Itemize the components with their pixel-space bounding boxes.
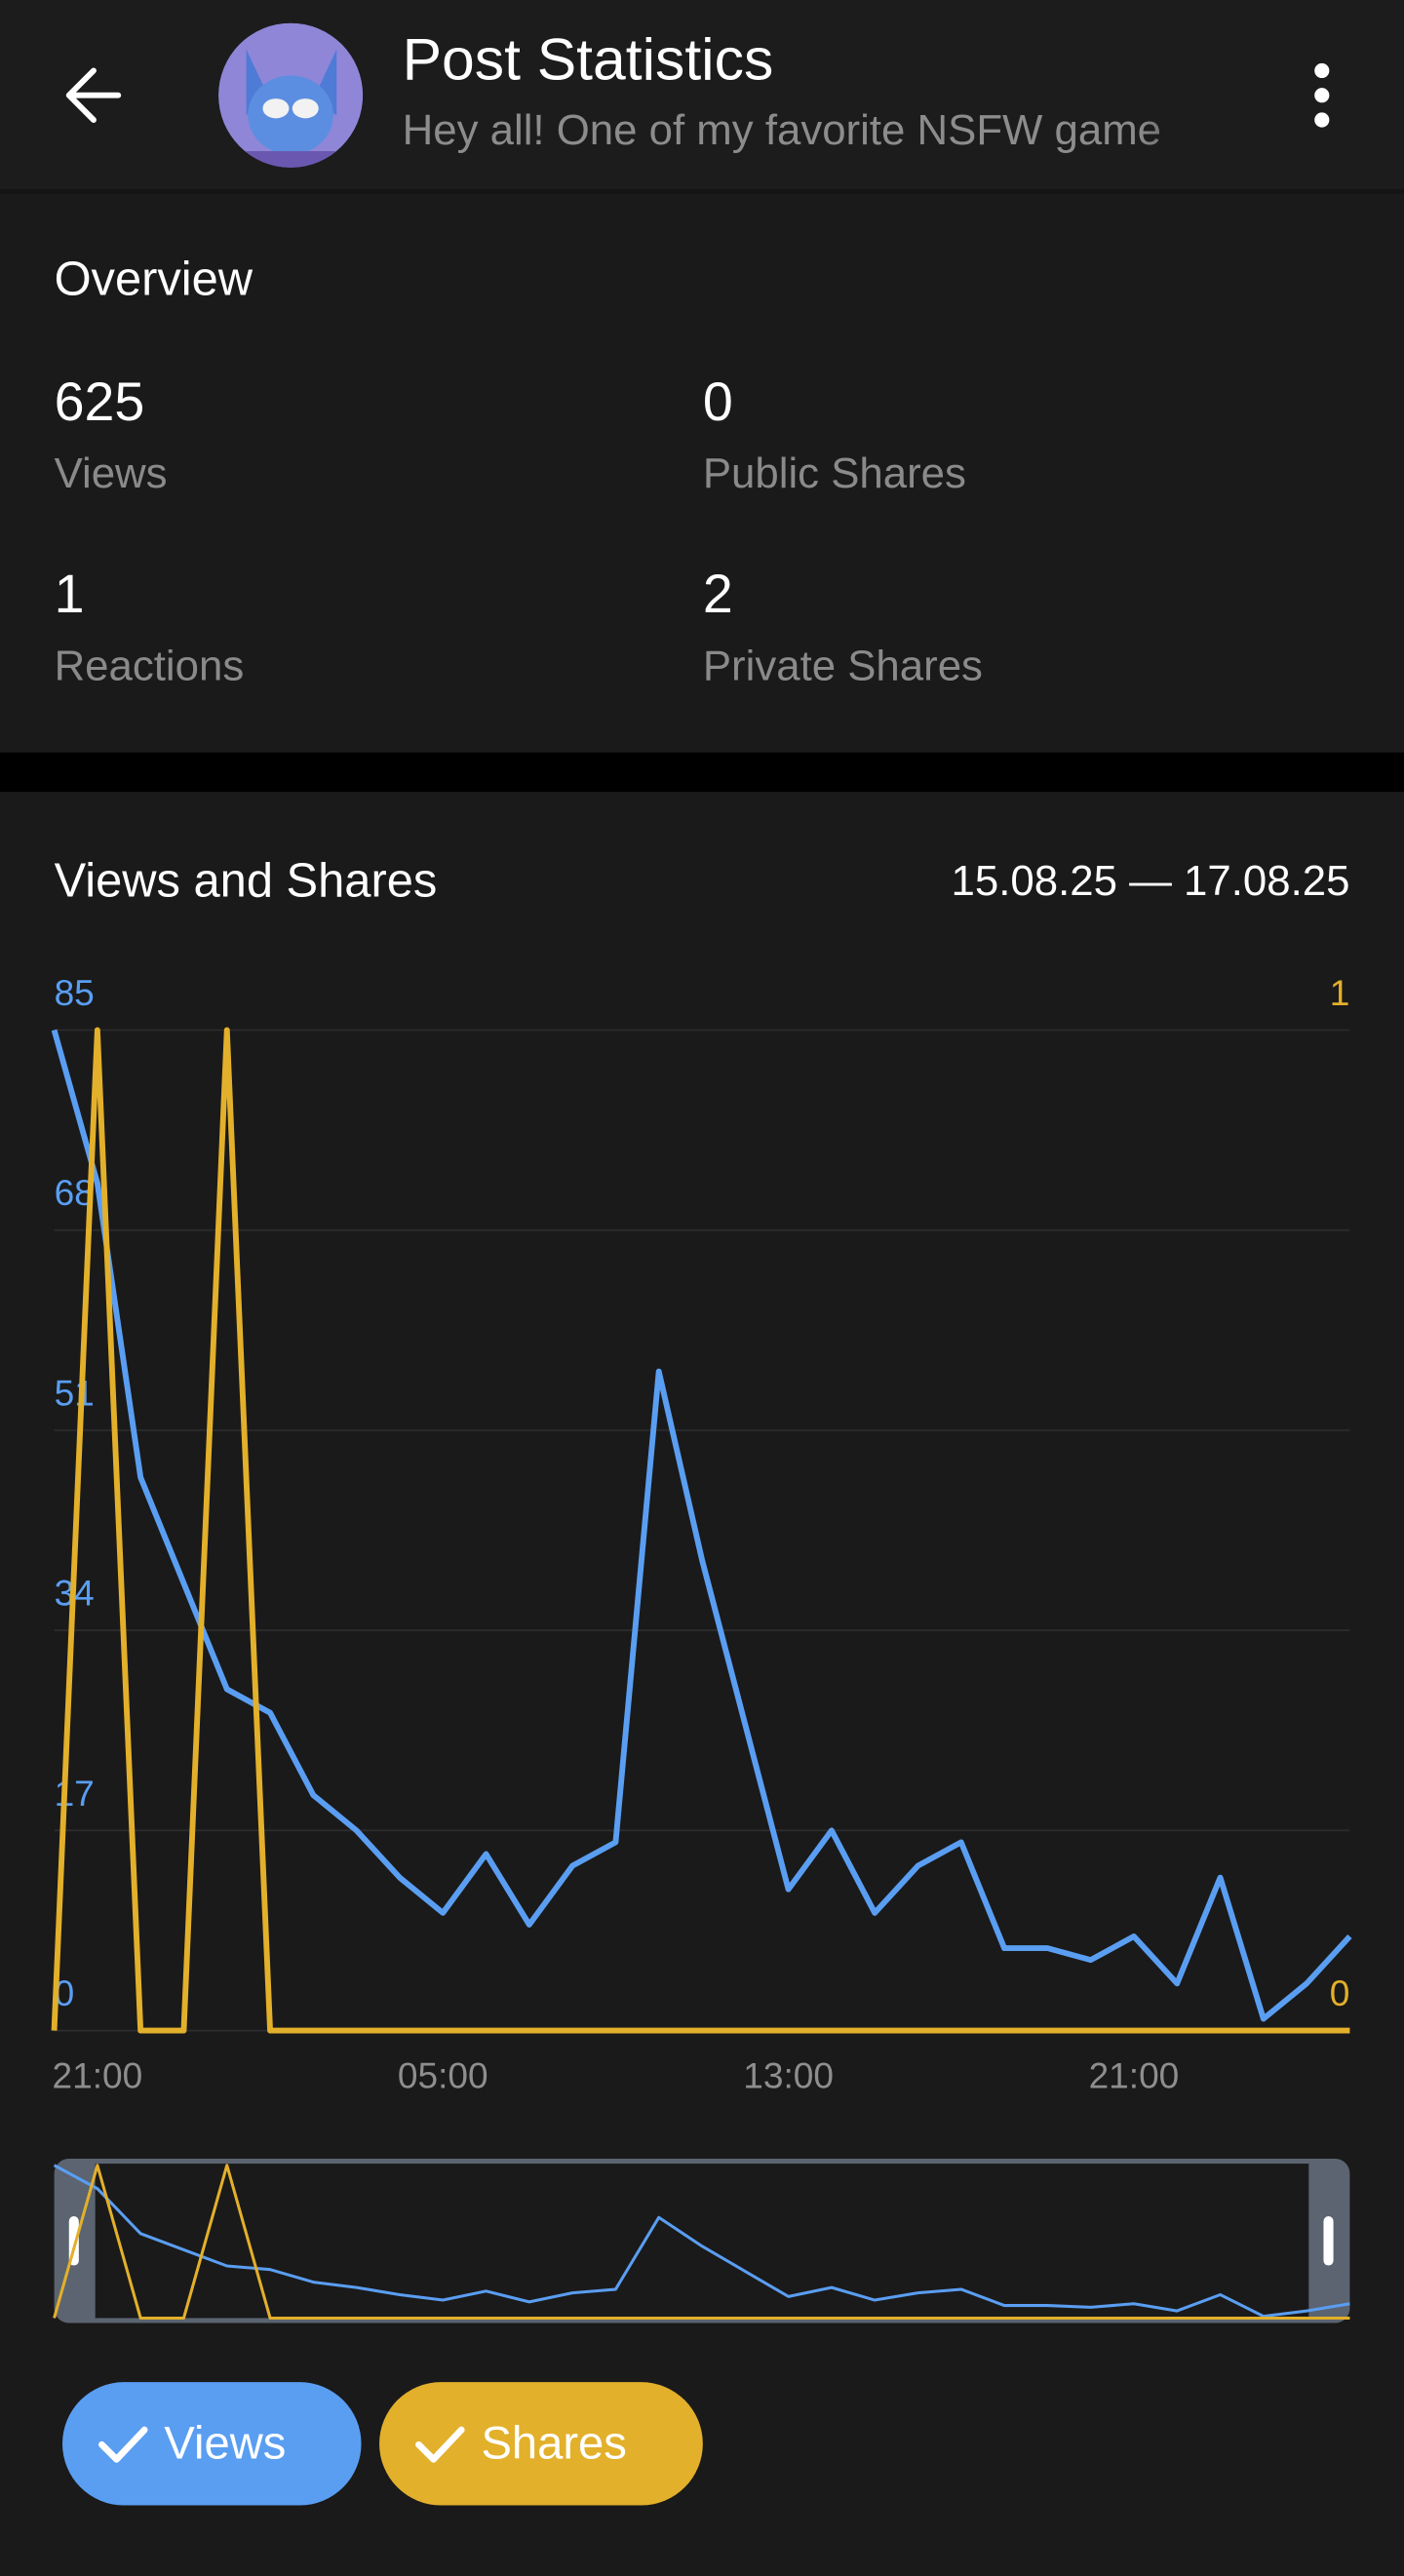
legend-chip[interactable]: [379, 2382, 703, 2506]
range-navigator[interactable]: [53, 2159, 1350, 2323]
header-title: Post Statistics: [403, 26, 774, 93]
legend: Views Shares: [62, 2382, 703, 2506]
y-tick-label: 0: [55, 1972, 75, 2013]
navigator-line: [53, 2164, 1350, 2320]
stat-label: Reactions: [55, 642, 245, 689]
check-icon: [98, 2426, 148, 2463]
navigator-line: [53, 2164, 1350, 2319]
date-range: 15.08.25 — 17.08.25: [952, 857, 1350, 905]
legend-chip[interactable]: [62, 2382, 362, 2506]
y-tick-label: 51: [55, 1372, 95, 1413]
header-subtitle: Hey all! One of my favorite NSFW game: [403, 106, 1161, 154]
stat-value: 0: [703, 371, 733, 432]
stat-label: Private Shares: [703, 642, 983, 689]
legend-label: Shares: [481, 2416, 626, 2468]
x-tick-label: 21:00: [53, 2054, 143, 2095]
y-tick-label: 17: [55, 1773, 95, 1814]
stat-value: 2: [703, 564, 733, 624]
check-icon: [415, 2426, 465, 2463]
x-tick-label: 13:00: [743, 2054, 834, 2095]
stats: 625 Views 0 Public Shares 1 Reactions 2 Private…: [55, 371, 983, 689]
section-title: Overview: [55, 254, 254, 306]
stat-value: 625: [55, 371, 145, 432]
stat-label: Public Shares: [703, 449, 966, 497]
more-menu[interactable]: [1314, 62, 1330, 128]
x-tick-label: 05:00: [398, 2054, 488, 2095]
stat-value: 1: [55, 564, 85, 624]
legend-label: Views: [164, 2416, 286, 2468]
x-tick-label: 21:00: [1089, 2054, 1180, 2095]
divider: [0, 188, 1404, 194]
avatar[interactable]: [218, 22, 364, 175]
series-line: [51, 1027, 1350, 2034]
y2-tick-label: 0: [1330, 1972, 1350, 2013]
section-separator: [0, 752, 1404, 793]
chart-title: Views and Shares: [55, 854, 438, 907]
stat-label: Views: [55, 449, 168, 497]
back-button[interactable]: [65, 67, 122, 123]
series-line: [51, 1029, 1352, 2022]
y-tick-label: 85: [55, 972, 95, 1013]
y2-tick-label: 1: [1330, 972, 1350, 1013]
